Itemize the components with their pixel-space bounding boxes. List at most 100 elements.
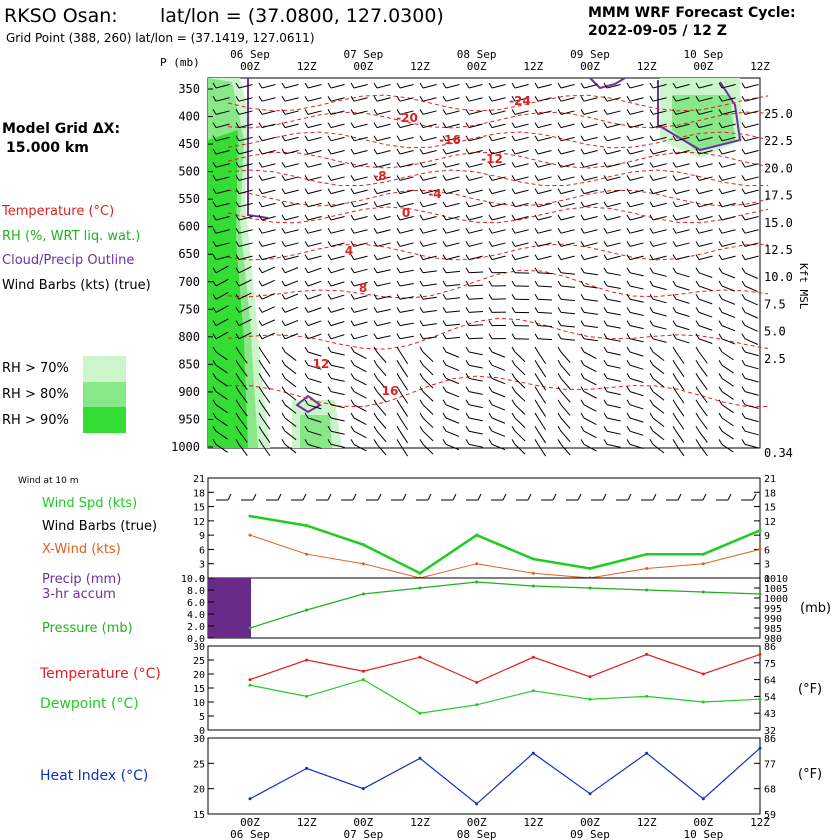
height-ticks: 25.022.520.017.515.012.510.07.55.02.50.3… — [764, 107, 793, 460]
wind-barb-flag — [235, 293, 240, 300]
wind-barb-flag — [212, 439, 217, 445]
wind-barb-shaft — [399, 189, 414, 195]
wind-barb-flag — [235, 320, 240, 326]
wind-barb-shaft — [307, 163, 322, 168]
wind-barb-shaft — [307, 404, 322, 410]
wind-barb-shaft — [307, 97, 322, 102]
wind-barb-shaft — [560, 430, 571, 443]
wind-barb-shaft — [652, 202, 667, 208]
wind-barb-shaft — [307, 320, 322, 327]
xwind-line-point — [475, 562, 479, 566]
wind-barb-flag — [304, 373, 309, 379]
wind-barb-shaft — [698, 216, 713, 221]
wind-barb-flag — [212, 346, 217, 353]
wind-barb-flag — [419, 109, 424, 115]
temperature-label: 12 — [313, 357, 330, 371]
temperature-contour — [227, 269, 769, 299]
wind-barb-flag — [695, 293, 700, 300]
wind-barb-shaft — [307, 351, 322, 357]
wind-barb-shaft — [583, 443, 597, 452]
wind-barb-flag — [419, 439, 424, 445]
wind-barb-shaft — [307, 364, 322, 370]
top-hour-label: 12Z — [297, 60, 317, 73]
wind-barb-flag — [442, 122, 447, 128]
wind-barb-flag — [718, 254, 723, 260]
wind-barb-flag — [373, 307, 378, 313]
wind-speed-line-point — [248, 514, 252, 518]
height-tick: 17.5 — [764, 189, 793, 203]
wind-barb-flag — [419, 386, 424, 392]
rh90-region — [208, 130, 248, 448]
wind-barb-shaft — [445, 310, 460, 313]
wind-barb-shaft — [744, 443, 759, 449]
wind-barb-shaft — [675, 202, 690, 208]
wind-barb-flag — [557, 320, 562, 326]
wind-barb-shaft — [261, 306, 275, 313]
wind-barb-flag — [649, 175, 654, 181]
wind-barb-flag — [741, 188, 746, 194]
wind-barb-flag — [327, 82, 332, 89]
station-latlon: lat/lon = (37.0800, 127.0300) — [160, 5, 444, 27]
wind-barb-shaft — [422, 216, 437, 221]
wind-barb-flag — [350, 399, 355, 406]
wind-barb-shaft — [629, 163, 644, 168]
wind-barb-shaft — [491, 430, 506, 437]
wind-barb-flag — [511, 439, 516, 445]
height-tick: 0.34 — [764, 446, 793, 460]
wind-barb-flag — [649, 122, 654, 128]
wind-barb-shaft — [330, 377, 345, 382]
wind-barb-shaft — [215, 292, 229, 300]
wind-barb-flag — [488, 333, 493, 340]
wind-barb-flag — [235, 214, 240, 221]
wind-barb-flag — [511, 227, 516, 234]
wind-barb-shaft — [307, 216, 322, 221]
wind-barb-flag — [488, 399, 493, 406]
wind-barb-flag — [603, 439, 608, 445]
wind-barb-flag — [212, 333, 217, 340]
wind-barb-shaft — [468, 110, 483, 115]
wind-barb-shaft — [376, 282, 391, 287]
wind-barb-flag — [350, 346, 355, 353]
wind-barb-shaft — [606, 123, 621, 129]
right-tick: 990 — [764, 614, 782, 625]
wind-barb-flag — [626, 95, 631, 102]
bottom-hour-label: 12Z — [637, 816, 657, 829]
wind-barb-flag — [695, 439, 700, 445]
wind-barb-flag — [718, 161, 723, 168]
height-tick: 25.0 — [764, 107, 793, 121]
wind-barb-shaft — [399, 430, 409, 444]
wind-barb-shaft — [721, 136, 736, 142]
wind-barb-flag — [442, 359, 447, 366]
wind-barb-shaft — [491, 443, 506, 451]
wind-barb-shaft — [376, 176, 391, 181]
wind-barb-shaft — [238, 391, 248, 404]
wind-barb-shaft — [399, 150, 414, 155]
wind-barb-flag — [327, 135, 332, 142]
wind-barb-shaft — [445, 284, 460, 287]
wind-frame — [207, 477, 761, 579]
wind-barb-flag — [695, 227, 700, 234]
wind-barb-flag — [626, 346, 631, 353]
wind-barb-shaft — [698, 176, 713, 181]
pressure-tick: 600 — [178, 220, 200, 234]
wind-barb-flag — [465, 188, 470, 194]
wind-barb-flag — [741, 425, 746, 432]
wind-barb-flag — [603, 412, 608, 419]
wind-barb-shaft — [330, 84, 345, 89]
wind-barb-shaft — [284, 391, 297, 401]
wind-barb-flag — [488, 386, 493, 392]
wind-barb-shaft — [284, 444, 297, 454]
temperature-contour — [227, 94, 769, 112]
wind-barb-shaft — [399, 123, 414, 129]
wind-barb-shaft — [376, 417, 387, 429]
wind-barb-shaft — [744, 189, 759, 195]
dewpoint-line-point — [361, 678, 365, 682]
wind-barb-flag — [396, 175, 401, 181]
wind-barb-shaft — [353, 97, 368, 102]
wind-barb-shaft — [307, 229, 322, 234]
wind-barb-shaft — [652, 229, 667, 234]
wind-barb-shaft — [353, 404, 367, 412]
wind-barb-shaft — [468, 271, 484, 274]
wind-barb-flag — [649, 399, 654, 406]
wind-barb-flag — [350, 439, 355, 445]
